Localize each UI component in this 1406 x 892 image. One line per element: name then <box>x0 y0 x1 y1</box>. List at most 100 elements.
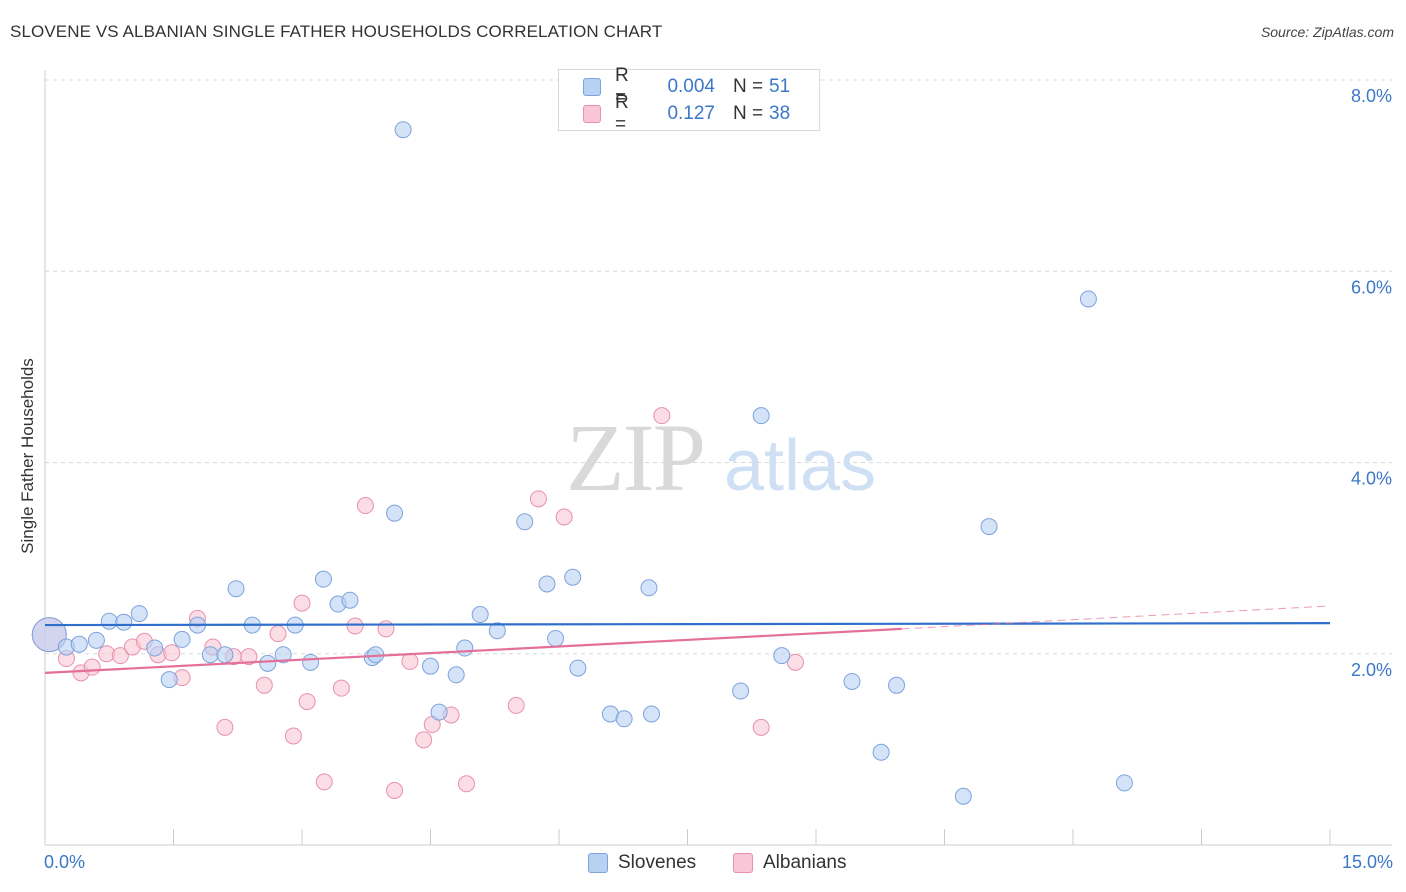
albanian-point <box>298 693 316 711</box>
n-value: 51 <box>769 76 791 97</box>
slovene-point <box>615 710 633 728</box>
slovene-point <box>70 635 88 653</box>
slovene-point <box>430 703 448 721</box>
albanian-point <box>786 653 804 671</box>
albanian-point <box>653 407 671 425</box>
albanian-point <box>457 775 475 793</box>
chart-title: SLOVENE VS ALBANIAN SINGLE FATHER HOUSEH… <box>10 22 663 41</box>
n-label: N = <box>733 103 764 124</box>
slovene-point <box>569 659 587 677</box>
y-axis-label: Single Father Households <box>18 358 37 554</box>
slovene-point <box>447 666 465 684</box>
slovene-point <box>422 657 439 675</box>
x-tick-label-min: 0.0% <box>44 852 86 872</box>
slovene-point <box>227 580 245 598</box>
legend-label-slovenes: Slovenes <box>618 852 697 873</box>
trend-lines <box>44 605 1331 674</box>
slovene-point <box>954 787 972 805</box>
slovenes-legend-swatch <box>588 853 608 873</box>
axes <box>44 70 1392 846</box>
slovene-point <box>471 606 489 624</box>
slovene-point <box>732 682 750 700</box>
albanian-point <box>83 658 101 676</box>
slovene-point <box>456 639 474 657</box>
stats-legend: R = 0.004 N = 51 R = 0.127 N = 38 <box>558 65 820 135</box>
slovene-point <box>160 671 178 689</box>
slovene-point <box>843 672 861 690</box>
albanian-point <box>216 718 234 736</box>
slovene-point <box>564 568 582 586</box>
n-label: N = <box>733 76 764 97</box>
albanian-point <box>555 508 573 526</box>
y-tick-label: 4.0% <box>1351 469 1392 489</box>
albanians-swatch <box>583 105 601 123</box>
albanian-point <box>401 652 419 670</box>
n-value: 38 <box>769 103 791 124</box>
slovene-point <box>773 647 791 665</box>
y-tick-labels: 2.0% 4.0% 6.0% 8.0% <box>1351 86 1392 680</box>
watermark: ZIP atlas <box>566 404 876 511</box>
slovene-point <box>146 639 164 657</box>
albanian-point <box>752 718 770 736</box>
albanian-point <box>255 676 273 694</box>
watermark-zip: ZIP <box>566 404 704 511</box>
albanian-point <box>332 679 350 697</box>
slovene-point <box>394 121 412 139</box>
albanian-point <box>346 617 364 635</box>
slovene-point <box>314 570 332 588</box>
slovene-point <box>302 653 320 671</box>
stats-legend-row-albanians: R = 0.127 N = 38 <box>583 92 791 135</box>
gridlines <box>45 79 1392 655</box>
albanian-point <box>293 594 311 612</box>
albanian-point <box>377 620 395 638</box>
stats-legend-row-slovenes: R = 0.004 N = 51 <box>583 65 791 108</box>
slovene-point <box>1115 774 1133 792</box>
slovenes-swatch <box>583 78 601 96</box>
slovene-point <box>640 579 658 597</box>
slovene-point <box>872 743 890 761</box>
slovene-point <box>1079 290 1097 308</box>
slovene-point <box>538 575 556 593</box>
albanian-point <box>356 497 374 515</box>
albanians-trend-extension <box>901 605 1331 630</box>
slovene-point <box>173 630 191 648</box>
legend-item-albanians[interactable]: Albanians <box>733 851 846 875</box>
slovene-point <box>259 654 277 672</box>
albanians-legend-swatch <box>733 853 753 873</box>
data-points <box>31 121 1133 805</box>
slovene-point <box>980 518 998 536</box>
slovene-point <box>752 407 770 425</box>
legend-label-albanians: Albanians <box>763 852 847 873</box>
slovene-point <box>643 705 661 723</box>
slovene-point <box>87 631 105 649</box>
slovenes-trend-line <box>44 622 1331 627</box>
slovene-point <box>201 646 219 664</box>
r-label: R = <box>615 92 629 135</box>
slovene-point <box>488 622 506 640</box>
albanian-point <box>386 781 404 799</box>
albanian-point <box>240 648 258 666</box>
albanian-point <box>529 490 547 508</box>
albanian-point <box>315 773 333 791</box>
slovene-point <box>100 612 118 630</box>
albanian-point <box>415 731 433 749</box>
y-tick-label: 8.0% <box>1351 86 1392 106</box>
x-tick-label-max: 15.0% <box>1341 852 1393 872</box>
slovene-point <box>274 646 292 664</box>
slovene-point <box>341 591 359 609</box>
slovene-point <box>547 629 565 647</box>
slovene-point <box>516 513 534 531</box>
r-label: R = <box>615 65 629 108</box>
legend-item-slovenes[interactable]: Slovenes <box>588 851 696 875</box>
slovene-point <box>130 605 148 623</box>
y-tick-label: 2.0% <box>1351 660 1392 680</box>
slovene-point <box>115 613 133 631</box>
r-value: 0.004 <box>667 76 715 97</box>
slovene-point <box>386 504 404 522</box>
albanian-point <box>163 644 181 662</box>
r-value: 0.127 <box>667 103 715 124</box>
watermark-atlas: atlas <box>724 426 876 506</box>
y-tick-label: 6.0% <box>1351 277 1392 297</box>
albanian-point <box>111 647 129 665</box>
